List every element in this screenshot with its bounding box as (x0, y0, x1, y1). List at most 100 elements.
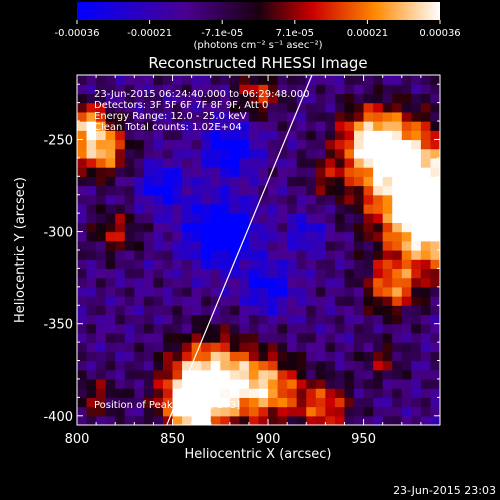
heatmap-cell (411, 351, 422, 362)
heatmap-cell (239, 130, 250, 141)
heatmap-cell (210, 296, 221, 306)
heatmap-cell (86, 102, 97, 113)
heatmap-cell (325, 305, 336, 316)
heatmap-cell (325, 351, 336, 362)
heatmap-cell (229, 194, 240, 205)
heatmap-cell (315, 75, 326, 85)
heatmap-cell (334, 351, 346, 362)
heatmap-cell (315, 351, 326, 362)
heatmap-cell (134, 323, 145, 334)
heatmap-cell (239, 111, 250, 122)
heatmap-cell (430, 84, 440, 95)
heatmap-cell (162, 314, 174, 325)
heatmap-cell (373, 240, 384, 251)
heatmap-cell (344, 75, 355, 85)
heatmap-cell (248, 323, 260, 334)
heatmap-cell (344, 406, 355, 417)
heatmap-cell (248, 415, 260, 425)
heatmap-cell (162, 148, 174, 159)
heatmap-cell (239, 102, 250, 113)
heatmap-cell (420, 296, 432, 306)
heatmap-cell (287, 351, 298, 362)
heatmap-cell (296, 259, 307, 270)
heatmap-cell (115, 296, 126, 306)
heatmap-cell (382, 240, 393, 251)
heatmap-cell (325, 360, 336, 371)
heatmap-cell (363, 397, 374, 408)
heatmap-cell (229, 406, 240, 417)
heatmap-cell (162, 84, 174, 95)
heatmap-cell (172, 111, 183, 122)
heatmap-cell (401, 268, 412, 279)
heatmap-cell (210, 203, 221, 214)
heatmap-cell (115, 415, 126, 425)
heatmap-cell (201, 406, 212, 417)
heatmap-cell (354, 84, 365, 95)
heatmap-cell (354, 102, 365, 113)
heatmap-cell (258, 296, 269, 306)
heatmap-cell (248, 194, 260, 205)
heatmap-cell (229, 378, 240, 389)
heatmap-cell (258, 111, 269, 122)
heatmap-cell (382, 102, 393, 113)
heatmap-cell (334, 277, 346, 288)
heatmap-cell (115, 222, 126, 233)
heatmap-cell (296, 323, 307, 334)
heatmap-cell (143, 369, 155, 380)
heatmap-cell (287, 121, 298, 131)
heatmap-cell (287, 185, 298, 196)
heatmap-cell (373, 268, 384, 279)
heatmap-cell (315, 203, 326, 214)
heatmap-cell (401, 176, 412, 187)
heatmap-cell (191, 369, 202, 380)
heatmap-cell (315, 332, 326, 343)
heatmap-cell (296, 130, 307, 141)
heatmap-cell (334, 397, 346, 408)
heatmap-cell (96, 378, 107, 389)
heatmap-cell (430, 332, 440, 343)
heatmap-cell (229, 231, 240, 242)
heatmap-cell (373, 277, 384, 288)
heatmap-cell (258, 130, 269, 141)
heatmap-cell (277, 231, 288, 242)
heatmap-cell (162, 369, 174, 380)
heatmap-cell (96, 250, 107, 260)
heatmap-cell (411, 222, 422, 233)
heatmap-cell (296, 305, 307, 316)
heatmap-cell (354, 415, 365, 425)
heatmap-cell (315, 176, 326, 187)
heatmap-cell (306, 194, 317, 205)
heatmap-cell (220, 148, 231, 159)
heatmap-cell (392, 277, 403, 288)
heatmap-cell (115, 277, 126, 288)
heatmap-cell (86, 378, 97, 389)
heatmap-cell (277, 342, 288, 352)
heatmap-cell (325, 84, 336, 95)
heatmap-cell (77, 157, 88, 168)
heatmap-cell (124, 415, 135, 425)
heatmap-cell (296, 231, 307, 242)
heatmap-cell (201, 259, 212, 270)
heatmap-cell (325, 203, 336, 214)
heatmap-cell (363, 75, 374, 85)
heatmap-cell (172, 323, 183, 334)
heatmap-cell (220, 342, 231, 352)
heatmap-cell (96, 121, 107, 131)
heatmap-cell (77, 203, 88, 214)
heatmap-cell (277, 268, 288, 279)
heatmap-cell (239, 369, 250, 380)
heatmap-cell (306, 250, 317, 260)
heatmap-cell (258, 277, 269, 288)
heatmap-cell (220, 84, 231, 95)
heatmap-cell (306, 102, 317, 113)
heatmap-cell (382, 360, 393, 371)
heatmap-cell (306, 388, 317, 398)
heatmap-cell (201, 286, 212, 297)
heatmap-cell (382, 369, 393, 380)
heatmap-cell (182, 139, 193, 150)
heatmap-cell (201, 388, 212, 398)
heatmap-cell (210, 259, 221, 270)
heatmap-cell (77, 167, 88, 177)
heatmap-cell (420, 305, 432, 316)
heatmap-cell (210, 93, 221, 104)
